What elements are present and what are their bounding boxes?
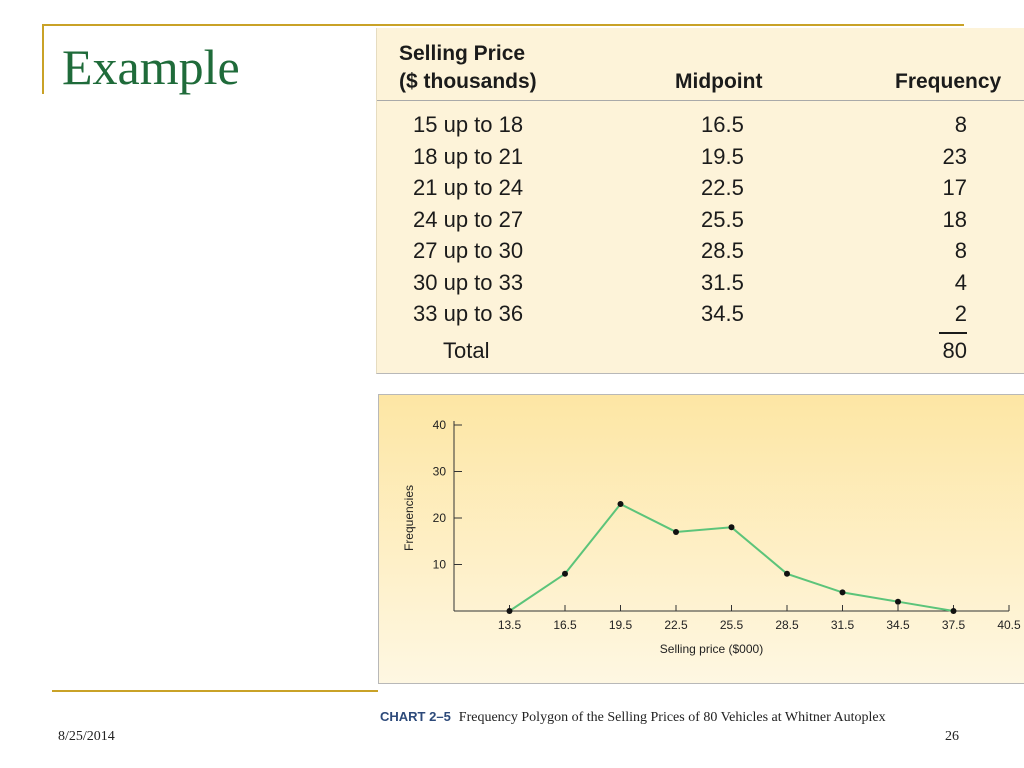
total-sum-rule bbox=[939, 332, 967, 334]
table-row: 33 up to 36 34.5 2 bbox=[377, 297, 1024, 329]
total-label: Total bbox=[443, 338, 490, 363]
table-row: 30 up to 33 31.5 4 bbox=[377, 266, 1024, 298]
total-value: 80 bbox=[942, 338, 967, 363]
header-selling-price: Selling Price ($ thousands) bbox=[399, 40, 537, 96]
x-tick-label: 34.5 bbox=[886, 618, 910, 632]
frequency-cell: 18 bbox=[942, 206, 967, 232]
class-cell: 30 up to 33 bbox=[413, 269, 524, 295]
data-point bbox=[895, 598, 901, 605]
data-point bbox=[617, 501, 624, 508]
midpoint-cell: 19.5 bbox=[701, 143, 744, 169]
class-cell: 24 up to 27 bbox=[413, 206, 524, 232]
midpoint-cell: 22.5 bbox=[701, 175, 744, 200]
x-tick-label: 28.5 bbox=[775, 618, 799, 632]
x-tick-label: 16.5 bbox=[553, 618, 577, 632]
data-point bbox=[506, 608, 513, 614]
frequency-cell: 23 bbox=[942, 143, 967, 169]
y-axis-label: Frequencies bbox=[402, 485, 416, 551]
top-accent-rule bbox=[42, 24, 964, 26]
midpoint-cell: 16.5 bbox=[701, 112, 744, 137]
class-cell: 15 up to 18 bbox=[413, 112, 524, 137]
data-point bbox=[839, 589, 846, 596]
series-line bbox=[508, 502, 954, 612]
table-row: 15 up to 18 16.5 8 bbox=[377, 108, 1024, 140]
x-tick-label: 31.5 bbox=[831, 618, 855, 632]
slide-title: Example bbox=[62, 39, 240, 95]
frequency-cell: 4 bbox=[954, 269, 967, 295]
x-tick-label: 25.5 bbox=[720, 618, 744, 632]
frequency-cell: 8 bbox=[954, 112, 967, 137]
data-point bbox=[784, 570, 790, 577]
y-tick-label: 40 bbox=[433, 418, 447, 432]
table-row: 27 up to 30 28.5 8 bbox=[377, 234, 1024, 266]
midpoint-cell: 34.5 bbox=[701, 301, 744, 326]
header-frequency: Frequency bbox=[895, 70, 1002, 93]
table-row: 21 up to 24 22.5 17 bbox=[377, 171, 1024, 203]
frequency-cell: 2 bbox=[954, 301, 967, 326]
caption-text: Frequency Polygon of the Selling Prices … bbox=[458, 710, 886, 725]
header-divider bbox=[377, 100, 1024, 101]
y-tick-label: 30 bbox=[433, 465, 447, 479]
x-tick-label: 13.5 bbox=[498, 618, 522, 632]
frequency-cell: 17 bbox=[942, 175, 967, 200]
class-cell: 33 up to 36 bbox=[413, 301, 524, 326]
footer-date: 8/25/2014 bbox=[58, 729, 115, 744]
caption-number: CHART 2–5 bbox=[380, 709, 451, 724]
y-tick-label: 20 bbox=[433, 511, 447, 525]
bottom-accent-rule bbox=[52, 690, 378, 692]
x-tick-label: 37.5 bbox=[942, 618, 966, 632]
x-tick-label: 40.5 bbox=[997, 618, 1021, 632]
data-point bbox=[673, 528, 679, 535]
table-row: 18 up to 21 19.5 23 bbox=[377, 140, 1024, 172]
chart-caption: CHART 2–5 Frequency Polygon of the Sellin… bbox=[380, 709, 886, 726]
chart-svg: 10 20 30 40 13.5 16.5 19.5 22.5 25.5 28.5 31.5 34.5… bbox=[402, 418, 1021, 656]
class-cell: 18 up to 21 bbox=[413, 143, 524, 169]
left-accent-rule bbox=[42, 24, 44, 94]
frequency-cell: 8 bbox=[954, 238, 967, 263]
y-tick-label: 10 bbox=[433, 558, 447, 572]
header-selling-price-line1: Selling Price bbox=[399, 42, 526, 65]
footer-page-number: 26 bbox=[945, 729, 959, 744]
table-row: 24 up to 27 25.5 18 bbox=[377, 203, 1024, 235]
table-body: 15 up to 18 16.5 8 18 up to 21 19.5 23 21 up… bbox=[377, 108, 1024, 329]
header-selling-price-line2: ($ thousands) bbox=[399, 70, 537, 93]
x-tick-label: 19.5 bbox=[609, 618, 633, 632]
data-point bbox=[950, 608, 957, 614]
x-axis-label: Selling price ($000) bbox=[660, 642, 763, 656]
x-tick-label: 22.5 bbox=[664, 618, 688, 632]
frequency-table: Selling Price ($ thousands) Midpoint Fre… bbox=[376, 28, 1024, 374]
midpoint-cell: 25.5 bbox=[701, 206, 744, 232]
midpoint-cell: 28.5 bbox=[701, 238, 744, 263]
data-point bbox=[562, 570, 568, 577]
frequency-polygon-chart: 10 20 30 40 13.5 16.5 19.5 22.5 25.5 28.5 31.5 34.5… bbox=[378, 394, 1024, 684]
class-cell: 21 up to 24 bbox=[413, 175, 524, 200]
header-midpoint: Midpoint bbox=[675, 70, 763, 93]
midpoint-cell: 31.5 bbox=[701, 269, 744, 295]
data-point bbox=[728, 524, 735, 531]
class-cell: 27 up to 30 bbox=[413, 238, 524, 263]
